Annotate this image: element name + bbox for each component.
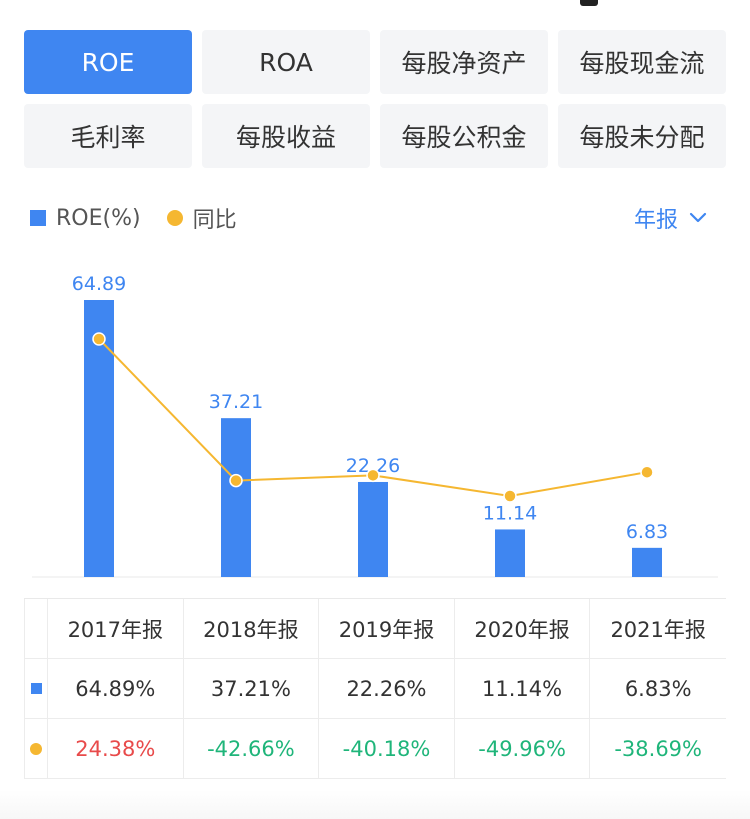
- roe-bar: [221, 418, 251, 577]
- table-cell: 11.14%: [455, 659, 591, 718]
- yoy-point: [366, 468, 380, 483]
- bar-data-label: 6.83: [626, 521, 668, 543]
- table-cell: -40.18%: [319, 719, 455, 778]
- tab-roa[interactable]: ROA: [202, 30, 370, 94]
- tab-roe[interactable]: ROE: [24, 30, 192, 94]
- yoy-point: [229, 473, 243, 488]
- table-row-yoy: 24.38% -42.66% -40.18% -49.96% -38.69%: [24, 719, 726, 779]
- metric-tabs: ROE ROA 每股净资产 每股现金流 毛利率 每股收益 每股公积金 每股未分配: [24, 30, 726, 168]
- table-cell: 37.21%: [184, 659, 320, 718]
- table-cell: -38.69%: [614, 736, 702, 761]
- yoy-point: [92, 332, 106, 346]
- line-legend-label: 同比: [192, 208, 237, 233]
- period-selector[interactable]: 年报: [634, 200, 708, 236]
- tab-undistributed-per-share[interactable]: 每股未分配: [558, 104, 726, 168]
- bar-legend-marker: [30, 210, 46, 226]
- bar-data-label: 37.21: [209, 391, 263, 413]
- chart-legend: ROE(%) 同比: [30, 200, 237, 236]
- table-row-roe: 64.89% 37.21% 22.26% 11.14% 6.83%: [24, 659, 726, 719]
- tab-gross-margin[interactable]: 毛利率: [24, 104, 192, 168]
- table-cell: 64.89%: [48, 659, 184, 718]
- roe-bar: [495, 529, 525, 577]
- table-cell: -42.66%: [184, 719, 320, 778]
- bar-marker: [30, 683, 42, 694]
- period-label: 年报: [633, 208, 678, 233]
- table-cell: 22.26%: [319, 659, 455, 718]
- tab-reserve-per-share[interactable]: 每股公积金: [380, 104, 548, 168]
- row-marker-cell: [24, 719, 48, 778]
- row-marker-cell: [24, 659, 48, 718]
- tab-cash-flow-per-share[interactable]: 每股现金流: [558, 30, 726, 94]
- roe-bar: [358, 481, 388, 577]
- line-legend-marker: [166, 210, 183, 226]
- table-cell: 6.83%: [624, 676, 692, 701]
- header-cell: 2018年报: [184, 599, 320, 658]
- table-cell: -49.96%: [455, 719, 591, 778]
- header-cell: 2020年报: [455, 599, 591, 658]
- data-table: 2017年报 2018年报 2019年报 2020年报 2021年报 64.89…: [24, 598, 726, 780]
- yoy-point: [640, 465, 654, 479]
- header-cell: 2017年报: [48, 599, 184, 658]
- tab-eps[interactable]: 每股收益: [202, 104, 370, 168]
- roe-bar: [632, 547, 662, 577]
- tab-net-assets-per-share[interactable]: 每股净资产: [380, 30, 548, 94]
- header-cell: 2021年报: [610, 617, 706, 642]
- yoy-point: [503, 489, 517, 503]
- line-marker: [30, 742, 42, 755]
- roe-chart: 64.89 37.21 22.26 11.14 6.83: [32, 273, 718, 578]
- chevron-down-icon: [689, 212, 707, 223]
- bar-data-label: 22.26: [346, 455, 400, 477]
- table-header-row: 2017年报 2018年报 2019年报 2020年报 2021年报: [24, 599, 726, 659]
- roe-bar: [84, 300, 114, 577]
- header-cell: 2019年报: [319, 599, 455, 658]
- table-cell: 24.38%: [48, 719, 184, 778]
- bar-data-label: 64.89: [72, 273, 126, 295]
- bar-legend-label: ROE(%): [56, 205, 141, 231]
- status-bar-notch: [580, 0, 598, 6]
- bar-data-label: 11.14: [483, 502, 537, 524]
- bottom-edge: [0, 790, 750, 819]
- header-marker-cell: [24, 599, 48, 658]
